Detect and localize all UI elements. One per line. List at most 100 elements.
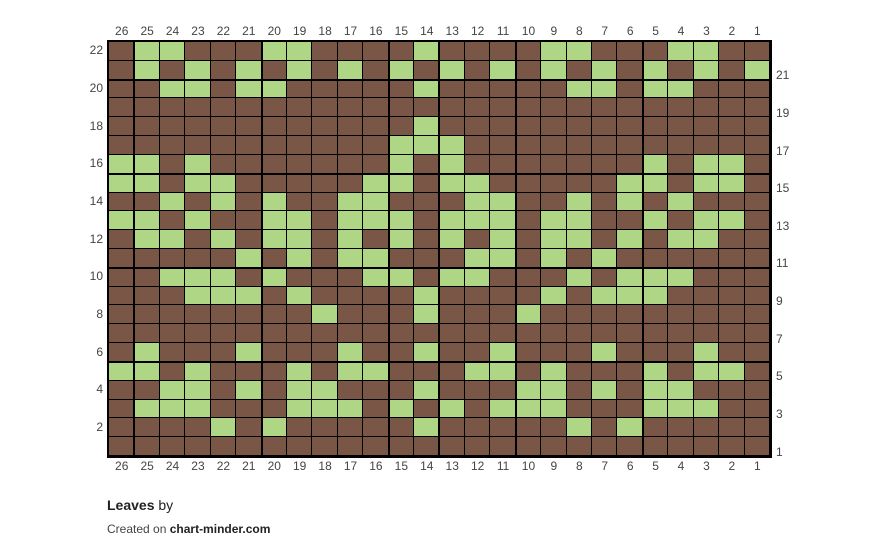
chart-cell-r3-c4 [668, 399, 694, 419]
chart-cell-r18-c18 [312, 117, 338, 137]
column-label-top: 24 [165, 24, 180, 38]
chart-cell-r15-c6 [617, 173, 643, 193]
column-label-bottom: 21 [242, 459, 256, 473]
row-label: 8 [96, 306, 103, 321]
row-label: 1 [776, 444, 783, 459]
chart-cell-r8-c10 [515, 305, 542, 325]
chart-cell-r9-c2 [719, 286, 745, 306]
chart-cell-r14-c11 [490, 192, 516, 212]
chart-cell-r20-c8 [566, 79, 593, 99]
chart-cell-r8-c4 [668, 305, 694, 325]
grid-major-line [514, 42, 517, 456]
chart-cell-r5-c16 [363, 361, 389, 381]
chart-cell-r6-c7 [592, 343, 618, 362]
chart-cell-r18-c13 [439, 117, 465, 137]
column-label-top: 22 [216, 24, 231, 38]
row-label: 11 [776, 256, 789, 271]
chart-cell-r16-c24 [159, 154, 186, 174]
chart-cell-r5-c7 [592, 361, 618, 381]
chart-cell-r8-c12 [464, 305, 491, 325]
chart-cell-r6-c3 [693, 343, 720, 362]
chart-cell-r19-c1 [744, 98, 770, 118]
chart-cell-r10-c26 [109, 267, 135, 287]
chart-cell-r10-c25 [134, 267, 160, 287]
chart-cell-r17-c11 [490, 136, 516, 155]
chart-cell-r2-c16 [363, 418, 389, 438]
chart-cell-r13-c22 [210, 211, 237, 231]
chart-cell-r10-c21 [236, 267, 262, 287]
chart-cell-r18-c19 [286, 117, 313, 137]
chart-cell-r2-c11 [490, 418, 516, 438]
chart-cell-r11-c5 [642, 249, 669, 268]
chart-cell-r14-c18 [312, 192, 338, 212]
chart-cell-r11-c26 [109, 249, 135, 268]
chart-cell-r22-c17 [337, 42, 364, 61]
column-label-top: 9 [550, 24, 558, 38]
column-label-bottom: 20 [267, 459, 281, 473]
chart-cell-r18-c9 [541, 117, 567, 137]
chart-cell-r16-c20 [261, 154, 287, 174]
chart-cell-r10-c1 [744, 267, 770, 287]
chart-cell-r10-c18 [312, 267, 338, 287]
column-label-bottom: 14 [420, 459, 434, 473]
chart-cell-r6-c5 [642, 343, 669, 362]
chart-cell-r21-c20 [261, 60, 287, 80]
column-label-top: 2 [728, 24, 736, 38]
chart-cell-r9-c17 [337, 286, 364, 306]
chart-cell-r13-c20 [261, 211, 287, 231]
chart-cell-r4-c5 [642, 380, 669, 400]
chart-cell-r6-c26 [109, 343, 135, 362]
chart-cell-r13-c17 [337, 211, 364, 231]
chart-cell-r15-c20 [261, 173, 287, 193]
chart-cell-r15-c3 [693, 173, 720, 193]
chart-cell-r2-c1 [744, 418, 770, 438]
chart-cell-r8-c13 [439, 305, 465, 325]
chart-cell-r12-c23 [185, 230, 211, 249]
chart-cell-r12-c8 [566, 230, 593, 249]
chart-cell-r15-c18 [312, 173, 338, 193]
chart-cell-r21-c8 [566, 60, 593, 80]
chart-cell-r13-c19 [286, 211, 313, 231]
chart-cell-r1-c4 [668, 437, 694, 456]
chart-cell-r9-c22 [210, 286, 237, 306]
chart-cell-r20-c24 [159, 79, 186, 99]
chart-cell-r21-c4 [668, 60, 694, 80]
chart-cell-r1-c2 [719, 437, 745, 456]
row-label: 17 [776, 143, 790, 158]
chart-cell-r7-c16 [363, 324, 389, 344]
chart-cell-r11-c3 [693, 249, 720, 268]
chart-cell-r6-c11 [490, 343, 516, 362]
chart-cell-r11-c24 [159, 249, 186, 268]
chart-cell-r8-c20 [261, 305, 287, 325]
chart-cell-r11-c20 [261, 249, 287, 268]
chart-cell-r18-c20 [261, 117, 287, 137]
row-label: 16 [89, 156, 103, 171]
chart-cell-r4-c12 [464, 380, 491, 400]
chart-cell-r2-c4 [668, 418, 694, 438]
chart-cell-r9-c19 [286, 286, 313, 306]
credit-site-link[interactable]: chart-minder.com [169, 522, 271, 536]
chart-cell-r11-c25 [134, 249, 160, 268]
chart-cell-r11-c1 [744, 249, 770, 268]
chart-cell-r17-c20 [261, 136, 287, 155]
chart-cell-r5-c19 [286, 361, 313, 381]
chart-cell-r8-c7 [592, 305, 618, 325]
chart-cell-r6-c6 [617, 343, 643, 362]
grid-major-line [109, 360, 770, 363]
chart-cell-r11-c13 [439, 249, 465, 268]
chart-cell-r13-c3 [693, 211, 720, 231]
chart-cell-r3-c13 [439, 399, 465, 419]
chart-cell-r4-c1 [744, 380, 770, 400]
chart-cell-r10-c8 [566, 267, 593, 287]
column-label-bottom: 22 [216, 459, 231, 473]
row-label: 10 [89, 269, 103, 284]
column-label-top: 26 [115, 24, 129, 38]
chart-cell-r11-c14 [414, 249, 440, 268]
chart-cell-r11-c16 [363, 249, 389, 268]
chart-cell-r22-c13 [439, 42, 465, 61]
chart-cell-r2-c25 [134, 418, 160, 438]
column-label-bottom: 6 [626, 459, 634, 473]
chart-cell-r14-c21 [236, 192, 262, 212]
column-label-bottom: 8 [575, 459, 583, 473]
chart-cell-r19-c24 [159, 98, 186, 118]
